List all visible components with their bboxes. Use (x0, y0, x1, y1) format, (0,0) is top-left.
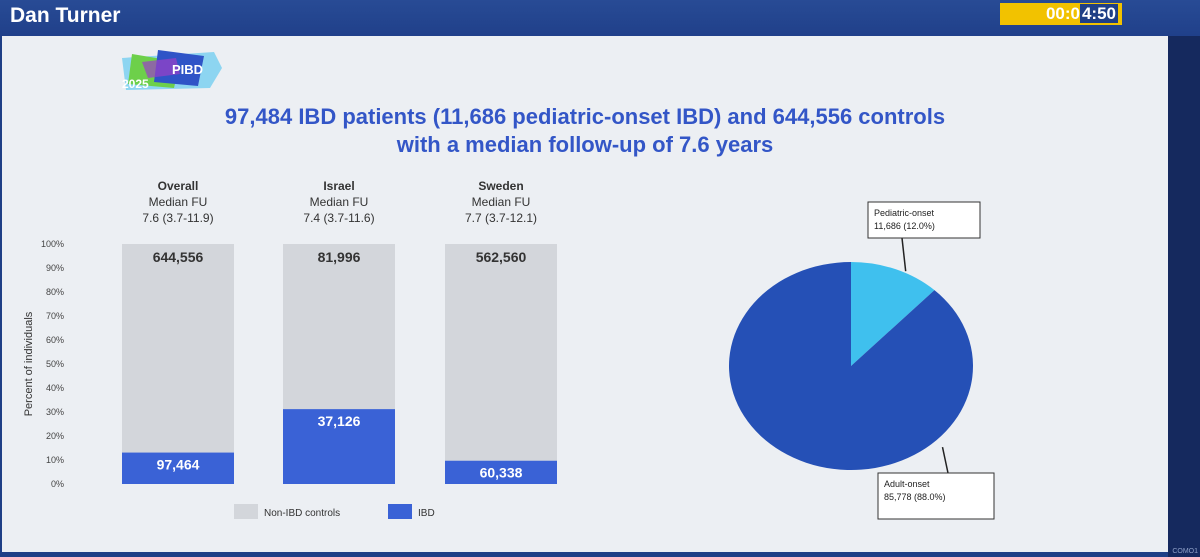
group-label: Israel (323, 179, 354, 193)
median-fu-range: 7.7 (3.7-12.1) (465, 211, 537, 225)
legend-label-ibd: IBD (418, 508, 435, 519)
pibd-logo: 2025 PIBD (122, 50, 222, 91)
pie-slice-adult (728, 262, 973, 470)
legend-swatch-ibd (388, 504, 412, 519)
y-tick-label: 80% (46, 287, 64, 297)
group-label: Sweden (478, 179, 523, 193)
control-count-label: 644,556 (153, 249, 204, 265)
y-tick-label: 20% (46, 431, 64, 441)
ibd-count-label: 97,464 (157, 457, 200, 473)
bar-ibd-segment (283, 409, 395, 484)
median-fu-range: 7.6 (3.7-11.9) (142, 211, 213, 225)
charts-area: 0% 10% 20% 30% 40% 50% 60% 70% 80% 90% 100% Percent… (23, 179, 995, 520)
pie-slice-name: Pediatric-onset (874, 208, 935, 218)
median-fu-range: 7.4 (3.7-11.6) (303, 211, 374, 225)
logo-name: PIBD (172, 62, 203, 77)
y-tick-label: 90% (46, 263, 64, 273)
slide-title-line2: with a median follow-up of 7.6 years (396, 132, 774, 157)
bar-ibd-segment (122, 452, 234, 484)
bar-control-segment (283, 244, 395, 410)
control-count-label: 562,560 (476, 249, 527, 265)
y-tick-label: 100% (41, 239, 64, 249)
pie-slice-pediatric (851, 262, 935, 366)
ibd-count-label: 60,338 (480, 465, 523, 481)
corner-label: COMO1 (1172, 548, 1198, 555)
bar-control-segment (445, 244, 557, 461)
group-label: Overall (158, 179, 199, 193)
y-tick-label: 60% (46, 335, 64, 345)
session-timer: 00:0 4:50 (1000, 3, 1122, 25)
y-tick-label: 40% (46, 383, 64, 393)
y-tick-label: 30% (46, 407, 64, 417)
median-fu-label: Median FU (472, 195, 531, 209)
y-tick-label: 0% (51, 479, 64, 489)
y-tick-label: 70% (46, 311, 64, 321)
pie-slice-name: Adult-onset (884, 479, 930, 489)
timer-left: 00:0 (1045, 4, 1080, 23)
control-count-label: 81,996 (318, 249, 361, 265)
callout-line (941, 446, 949, 474)
y-axis-label: Percent of individuals (23, 311, 35, 416)
pie-slice-value: 11,686 (12.0%) (874, 221, 935, 231)
slide-title-line1: 97,484 IBD patients (11,686 pediatric-on… (224, 104, 946, 129)
bar-control-segment (122, 244, 234, 453)
callout-line (901, 237, 907, 272)
speaker-name: Dan Turner (10, 4, 121, 27)
logo-year: 2025 (122, 77, 149, 91)
screen-edge (1168, 36, 1200, 557)
legend-swatch-control (234, 504, 258, 519)
callout-box (877, 472, 995, 520)
presenter-bar: Dan Turner 00:0 4:50 (0, 0, 1200, 36)
bar-ibd-segment (445, 460, 557, 484)
timer-right: 4:50 (1079, 4, 1118, 23)
median-fu-label: Median FU (149, 195, 208, 209)
pie-slice-value: 85,778 (88.0%) (884, 492, 946, 502)
y-tick-label: 50% (46, 359, 64, 369)
median-fu-label: Median FU (310, 195, 369, 209)
ibd-count-label: 37,126 (318, 413, 361, 429)
y-tick-label: 10% (46, 455, 64, 465)
slide: 2025 PIBD 97,484 IBD patients (11,686 pe… (2, 36, 1168, 552)
callout-box (867, 201, 981, 239)
legend-label-control: Non-IBD controls (264, 508, 340, 519)
